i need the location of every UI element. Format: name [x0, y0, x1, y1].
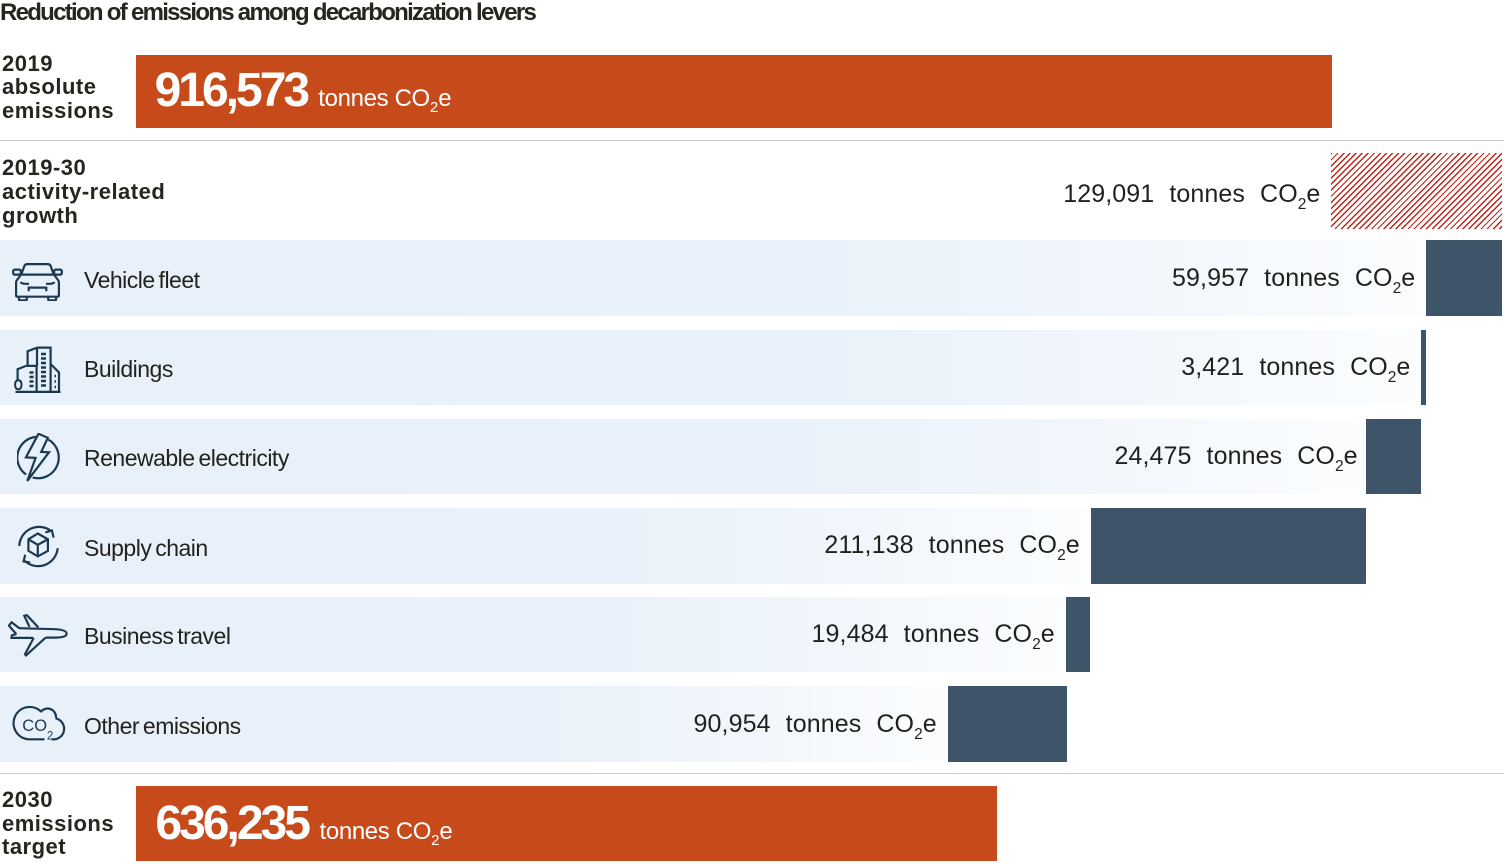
- svg-text:2: 2: [46, 730, 52, 741]
- svg-text:CO: CO: [22, 716, 47, 734]
